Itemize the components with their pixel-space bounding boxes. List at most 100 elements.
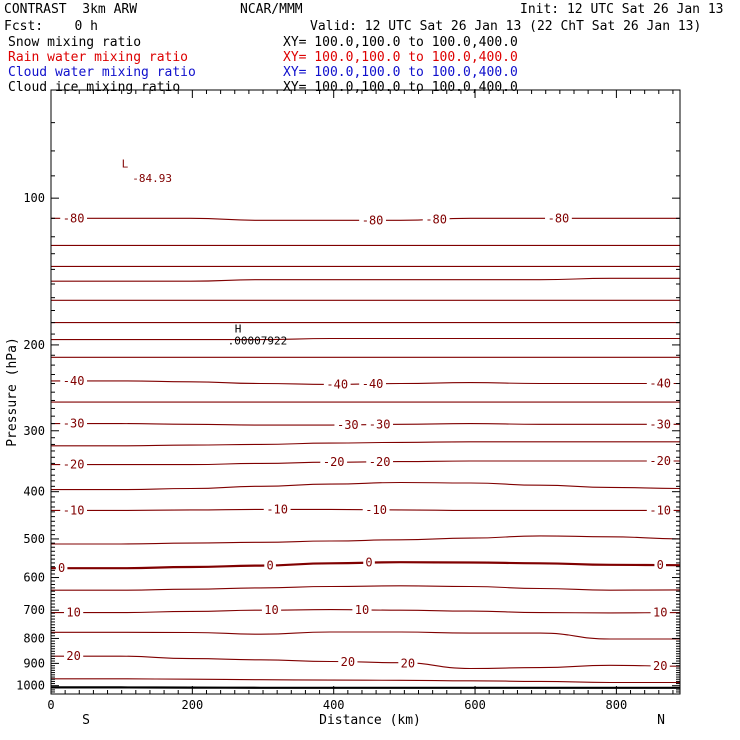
contour-label-bg: [264, 559, 276, 572]
y-tick-label: 100: [23, 191, 45, 205]
contour-line: [51, 655, 681, 670]
contour-label-bg: [422, 213, 450, 226]
y-tick-label: 200: [23, 338, 45, 352]
contour-label-bg: [60, 458, 88, 471]
contour-label-bg: [60, 417, 88, 430]
forecast-hour: Fcst: 0 h: [4, 19, 98, 34]
contour-label: 0: [365, 556, 372, 570]
north-end-label: N: [657, 713, 665, 728]
contour-label: -80: [362, 213, 384, 227]
extremum-value: .00007922: [228, 335, 288, 348]
y-tick-label: 600: [23, 571, 45, 585]
y-tick-label: 300: [23, 424, 45, 438]
contour-label-bg: [352, 603, 372, 616]
contour-label: -80: [63, 211, 85, 225]
contour-label-bg: [338, 655, 358, 668]
contour-label: 0: [266, 558, 273, 572]
contour-label: -10: [63, 503, 85, 517]
contour-label-bg: [320, 456, 348, 469]
contour-line: [51, 337, 680, 341]
contour-line: [51, 441, 681, 447]
contour-line: [50, 585, 681, 591]
contour-label: -20: [369, 455, 391, 469]
contour-label-bg: [334, 418, 362, 431]
contour-label-bg: [362, 503, 390, 516]
y-tick-label: 1000: [16, 679, 45, 693]
x-tick-label: 0: [47, 698, 54, 712]
contour-label-bg: [650, 659, 670, 672]
contour-label: 20: [66, 649, 80, 663]
contour-line: [50, 460, 680, 466]
contour-label: -40: [649, 377, 671, 391]
contour-label: -20: [323, 455, 345, 469]
extremum-marker: L: [122, 158, 129, 171]
x-tick-label: 200: [182, 698, 204, 712]
x-tick-label: 600: [464, 698, 486, 712]
contour-label: -40: [326, 377, 348, 391]
contour-label-bg: [366, 418, 394, 431]
contour-line: [51, 277, 680, 282]
contour-label: -20: [649, 454, 671, 468]
model-title: CONTRAST 3km ARW: [4, 2, 138, 17]
y-tick-label: 900: [23, 656, 45, 670]
contour-label: 0: [657, 558, 664, 572]
contour-label: -10: [266, 502, 288, 516]
contour-lines: [50, 217, 681, 689]
field-xy-cloud-water: XY= 100.0,100.0 to 100.0,400.0: [283, 65, 518, 80]
extrema-annotations: L-84.93 H.00007922: [122, 158, 288, 348]
contour-label: 0: [58, 561, 65, 575]
x-axis-label: Distance (km): [319, 713, 421, 728]
contour-label-bg: [60, 374, 88, 387]
x-tick-label: 800: [606, 698, 628, 712]
contour-line: [51, 481, 681, 491]
x-tick-label: 400: [323, 698, 345, 712]
valid-time: Valid: 12 UTC Sat 26 Jan 13 (22 ChT Sat …: [310, 19, 702, 34]
contour-label: -40: [362, 377, 384, 391]
y-tick-label: 800: [23, 631, 45, 645]
contour-label: 10: [264, 603, 278, 617]
contour-label-bg: [398, 657, 418, 670]
organization: NCAR/MMM: [240, 2, 303, 17]
contour-line: [51, 535, 681, 545]
contour-label-bg: [646, 454, 674, 467]
field-xy-rain: XY= 100.0,100.0 to 100.0,400.0: [283, 50, 518, 65]
contour-label-bg: [654, 559, 667, 572]
field-name-rain: Rain water mixing ratio: [8, 50, 189, 65]
contour-label: -40: [63, 374, 85, 388]
field-name-snow: Snow mixing ratio: [8, 35, 142, 50]
contour-label-bg: [545, 212, 572, 225]
extremum-value: -84.93: [132, 172, 172, 185]
contour-label: 20: [401, 656, 415, 670]
contour-label-bg: [323, 378, 351, 391]
contour-label: -10: [649, 503, 671, 517]
contour-label: 10: [66, 606, 80, 620]
contour-line: [50, 423, 680, 426]
field-xy-cloud-ice: XY= 100.0,100.0 to 100.0,400.0: [283, 80, 518, 95]
y-tick-label: 500: [23, 532, 45, 546]
y-tick-label: 700: [23, 603, 45, 617]
x-axis-ticks: 0 200 400 600 800: [47, 90, 674, 712]
contour-label: -30: [649, 417, 671, 431]
contour-label-bg: [646, 418, 674, 431]
contour-label: -30: [337, 418, 359, 432]
contour-label: 10: [355, 603, 369, 617]
extremum-marker: H: [235, 322, 242, 335]
contour-label-bg: [55, 562, 68, 575]
field-name-cloud-ice: Cloud ice mixing ratio: [8, 80, 181, 95]
contour-label: -30: [369, 418, 391, 432]
contour-label-bg: [64, 650, 84, 663]
contour-label: -80: [548, 211, 570, 225]
contour-line: [51, 678, 680, 684]
contour-label: -80: [425, 212, 447, 226]
contour-line: [50, 631, 680, 640]
contour-label-bg: [366, 455, 394, 468]
contour-label-bg: [363, 556, 375, 569]
contour-label-bg: [359, 214, 386, 227]
contour-label-bg: [261, 604, 282, 617]
contour-label: -20: [63, 458, 85, 472]
south-end-label: S: [82, 713, 90, 728]
contour-label-bg: [60, 212, 88, 225]
contour-label: 10: [653, 606, 667, 620]
